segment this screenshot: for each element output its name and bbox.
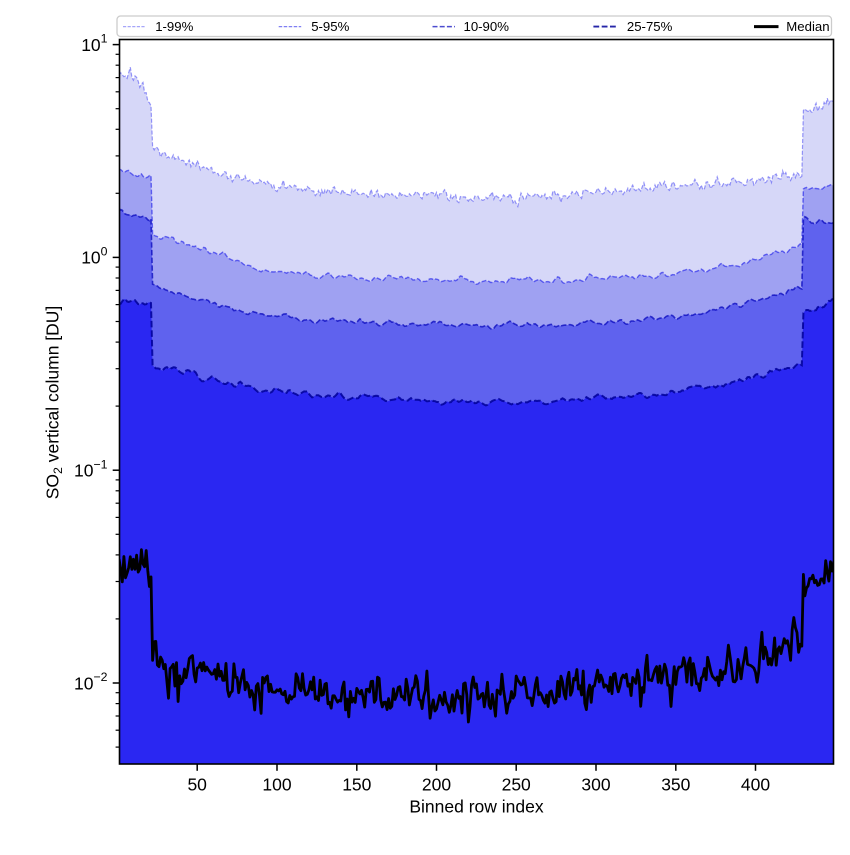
svg-text:250: 250 <box>502 775 531 795</box>
svg-text:100: 100 <box>262 775 291 795</box>
svg-text:400: 400 <box>741 775 770 795</box>
svg-text:10-90%: 10-90% <box>464 19 510 34</box>
svg-text:50: 50 <box>187 775 207 795</box>
svg-text:SO2 vertical column [DU]: SO2 vertical column [DU] <box>43 306 66 500</box>
svg-text:Binned row index: Binned row index <box>409 797 543 817</box>
svg-text:300: 300 <box>581 775 610 795</box>
svg-text:Median: Median <box>786 19 829 34</box>
svg-text:25-75%: 25-75% <box>627 19 673 34</box>
svg-text:1-99%: 1-99% <box>155 19 193 34</box>
svg-text:150: 150 <box>342 775 371 795</box>
svg-text:200: 200 <box>422 775 451 795</box>
svg-text:350: 350 <box>661 775 690 795</box>
svg-text:5-95%: 5-95% <box>311 19 349 34</box>
